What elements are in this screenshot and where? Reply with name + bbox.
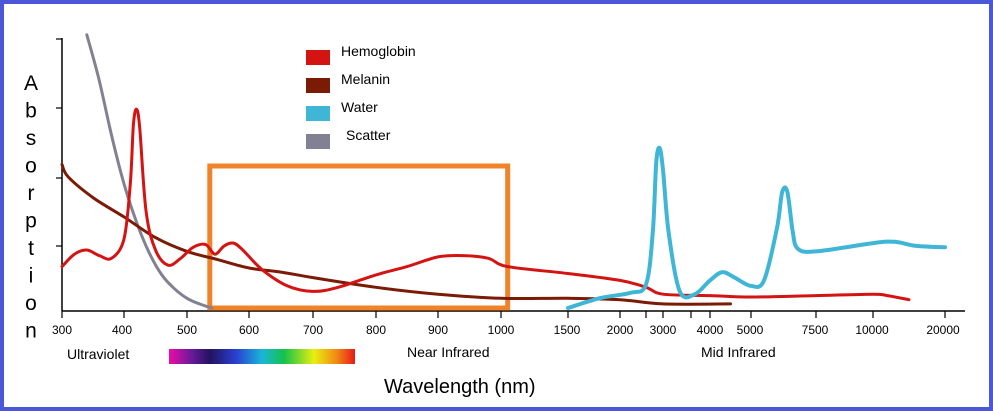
y-axis-label-letter: i bbox=[29, 265, 34, 288]
x-tick-label: 800 bbox=[366, 323, 386, 337]
legend-swatch-hemoglobin bbox=[306, 50, 330, 65]
series-line-water bbox=[566, 145, 947, 310]
y-ticks bbox=[56, 38, 62, 247]
series-line-hemoglobin bbox=[60, 107, 911, 302]
legend-swatch-melanin bbox=[306, 78, 330, 93]
legend-label-scatter: Scatter bbox=[346, 127, 391, 143]
x-tick-label: 900 bbox=[428, 323, 448, 337]
y-axis-label-letter: o bbox=[25, 155, 37, 178]
y-axis-label-letter: s bbox=[26, 127, 37, 150]
series-lines bbox=[60, 33, 947, 310]
x-tick-label: 300 bbox=[52, 323, 72, 337]
series-line-melanin bbox=[60, 163, 732, 306]
y-axis-label-letter: b bbox=[25, 100, 37, 123]
x-tick-label: 10000 bbox=[855, 323, 889, 337]
legend-label-melanin: Melanin bbox=[341, 71, 390, 87]
x-tick-label: 700 bbox=[303, 323, 323, 337]
x-tick-label: 600 bbox=[239, 323, 259, 337]
region-label-mid-infrared: Mid Infrared bbox=[701, 344, 776, 360]
x-tick-label: 7500 bbox=[802, 323, 829, 337]
x-tick-label: 3000 bbox=[650, 323, 677, 337]
legend-swatch-scatter bbox=[306, 134, 330, 149]
series-line-scatter bbox=[85, 33, 214, 310]
x-tick-label: 5000 bbox=[737, 323, 764, 337]
y-axis-label-letter: p bbox=[25, 210, 37, 233]
x-axis-label: Wavelength (nm) bbox=[384, 376, 536, 398]
legend-swatch-water bbox=[306, 106, 330, 121]
y-axis-label-letter: n bbox=[25, 320, 37, 343]
region-label-near-infrared: Near Infrared bbox=[407, 344, 489, 360]
visible-spectrum-bar bbox=[169, 349, 355, 364]
y-axis-label-letter: t bbox=[28, 237, 34, 260]
x-tick-label: 400 bbox=[112, 323, 132, 337]
highlight-window bbox=[207, 163, 511, 311]
region-label-ultraviolet: Ultraviolet bbox=[67, 346, 129, 362]
x-tick-label: 500 bbox=[177, 323, 197, 337]
y-axis-label-letter: o bbox=[25, 292, 37, 315]
x-tick-label: 2000 bbox=[607, 323, 634, 337]
y-axis-label-letter: r bbox=[28, 182, 35, 205]
x-tick-label: 20000 bbox=[926, 323, 960, 337]
y-axis-label-letter: A bbox=[24, 72, 38, 95]
legend: Hemoglobin Melanin Water Scatter bbox=[306, 43, 416, 149]
x-tick-label: 1500 bbox=[554, 323, 581, 337]
legend-label-water: Water bbox=[341, 99, 378, 115]
x-tick-labels: 300 400 500 600 700 800 900 1000 1500 2000 3000 400… bbox=[52, 323, 960, 337]
x-tick-label: 1000 bbox=[488, 323, 515, 337]
x-ticks bbox=[61, 311, 946, 318]
x-tick-label: 4000 bbox=[697, 323, 724, 337]
legend-label-hemoglobin: Hemoglobin bbox=[341, 43, 416, 59]
